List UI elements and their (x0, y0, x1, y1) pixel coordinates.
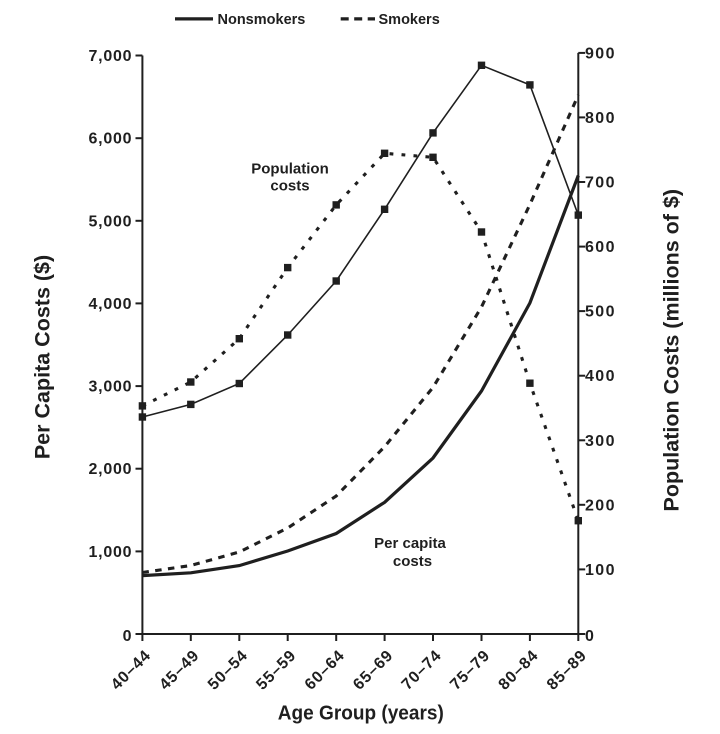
svg-text:45–49: 45–49 (156, 648, 202, 694)
svg-text:costs: costs (270, 178, 309, 195)
svg-text:500: 500 (585, 304, 615, 321)
svg-text:2,000: 2,000 (89, 461, 132, 478)
svg-text:50–54: 50–54 (205, 648, 251, 694)
svg-text:600: 600 (585, 239, 615, 256)
svg-text:55–59: 55–59 (253, 648, 299, 694)
svg-text:0: 0 (585, 628, 594, 645)
svg-text:3,000: 3,000 (89, 379, 132, 396)
svg-text:0: 0 (123, 628, 132, 645)
svg-text:Per capita: Per capita (374, 535, 446, 552)
svg-text:100: 100 (585, 562, 615, 579)
svg-text:700: 700 (585, 175, 615, 192)
svg-text:Per Capita Costs ($): Per Capita Costs ($) (30, 255, 54, 459)
svg-text:7,000: 7,000 (89, 48, 132, 65)
svg-text:Age Group (years): Age Group (years) (278, 703, 444, 725)
svg-text:900: 900 (585, 45, 615, 62)
svg-text:4,000: 4,000 (89, 296, 132, 313)
svg-text:80–84: 80–84 (496, 648, 542, 694)
svg-text:400: 400 (585, 368, 615, 385)
svg-text:60–64: 60–64 (302, 648, 348, 694)
svg-text:costs: costs (393, 553, 432, 570)
svg-text:Nonsmokers: Nonsmokers (218, 12, 306, 28)
svg-text:70–74: 70–74 (399, 648, 445, 694)
svg-text:800: 800 (585, 110, 615, 127)
svg-text:85–89: 85–89 (544, 648, 590, 694)
svg-text:40–44: 40–44 (108, 648, 154, 694)
svg-text:6,000: 6,000 (89, 131, 132, 148)
svg-text:Population: Population (251, 161, 329, 178)
svg-text:300: 300 (585, 433, 615, 450)
svg-text:65–69: 65–69 (350, 648, 396, 694)
svg-text:1,000: 1,000 (89, 544, 132, 561)
svg-text:75–79: 75–79 (447, 648, 493, 694)
svg-text:Population Costs (millions of: Population Costs (millions of $) (659, 189, 683, 512)
svg-text:Smokers: Smokers (379, 12, 440, 28)
svg-text:5,000: 5,000 (89, 213, 132, 230)
svg-text:200: 200 (585, 497, 615, 514)
